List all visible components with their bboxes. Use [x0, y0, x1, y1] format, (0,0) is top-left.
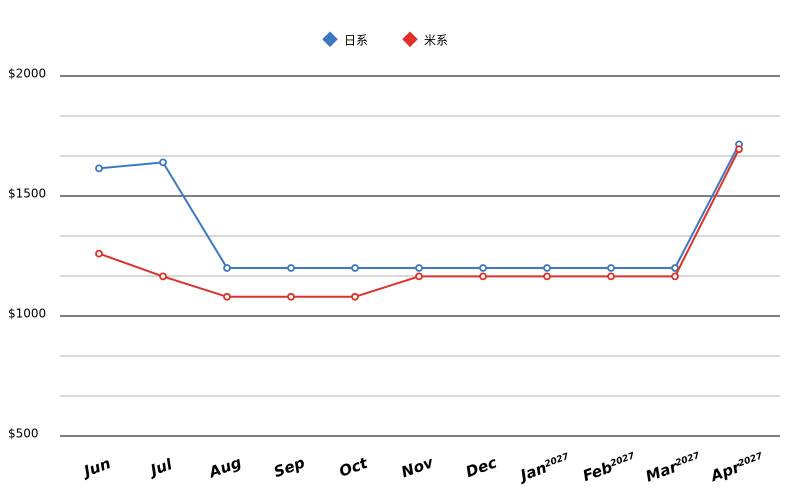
- point: [671, 272, 679, 281]
- x-tick-superscript: 2027: [674, 451, 702, 469]
- x-tick-superscript: 2027: [737, 451, 765, 469]
- legend-marker: [322, 31, 338, 48]
- y-tick-label: $2000: [8, 67, 46, 81]
- x-tick-category: Dec: [463, 453, 499, 481]
- x-tick-category: Nov: [399, 453, 437, 481]
- point: [287, 292, 295, 301]
- x-tick-superscript: 2027: [609, 451, 637, 469]
- point: [543, 264, 551, 272]
- point: [223, 292, 231, 301]
- point: [479, 272, 487, 281]
- legend-label: 日系: [344, 34, 368, 48]
- x-tick-label: Jun: [79, 454, 113, 481]
- x-tick-category: Sep: [271, 453, 307, 481]
- x-tick-category: Jul: [145, 455, 175, 481]
- x-tick-label: Jul: [145, 455, 175, 481]
- x-tick-label: Nov: [399, 453, 437, 481]
- point: [735, 145, 743, 154]
- x-tick-label: Aug: [206, 453, 244, 482]
- point: [223, 264, 231, 272]
- x-tick-category: Aug: [206, 453, 244, 482]
- point: [415, 272, 423, 281]
- x-tick-superscript: 2027: [544, 452, 572, 470]
- x-tick-label: Sep: [271, 453, 307, 481]
- point: [607, 272, 615, 281]
- point: [479, 264, 487, 272]
- point: [95, 164, 103, 173]
- y-tick-label: $1000: [8, 307, 46, 321]
- point: [415, 264, 423, 272]
- x-tick-label: Apr2027: [708, 449, 767, 485]
- x-tick-label: Feb2027: [580, 449, 639, 485]
- point: [607, 264, 615, 272]
- x-tick-label: Jan2027: [515, 450, 573, 486]
- x-tick-label: Mar2027: [643, 449, 704, 486]
- x-tick-category: Jun: [79, 454, 113, 481]
- point: [543, 272, 551, 281]
- point: [351, 264, 359, 272]
- point: [287, 264, 295, 272]
- x-tick-label: Dec: [463, 453, 499, 481]
- y-tick-label: $500: [8, 427, 39, 441]
- point: [159, 272, 167, 281]
- point: [95, 249, 103, 258]
- legend-label: 米系: [424, 34, 448, 48]
- y-tick-label: $1500: [8, 187, 46, 201]
- point: [671, 264, 679, 272]
- series-line: [98, 143, 740, 269]
- point: [159, 158, 167, 167]
- x-tick-label: Oct: [337, 454, 371, 481]
- x-tick-category: Oct: [337, 454, 371, 481]
- legend-marker: [402, 31, 418, 48]
- point: [351, 292, 359, 301]
